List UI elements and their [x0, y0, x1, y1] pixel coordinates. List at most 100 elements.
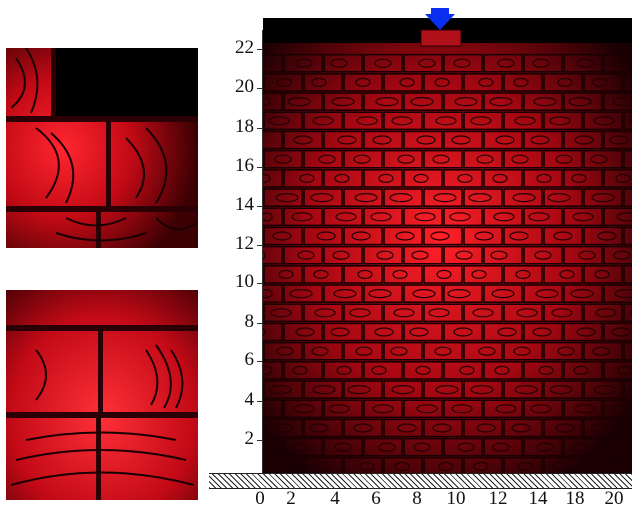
- fringe-mark: [333, 289, 357, 299]
- brick: [583, 111, 623, 131]
- brick: [623, 380, 632, 400]
- fringe-mark: [568, 96, 592, 107]
- y-tick-label: 16: [235, 155, 254, 176]
- brick: [423, 418, 463, 438]
- fringe-mark: [413, 442, 431, 452]
- brick: [263, 418, 303, 438]
- brick: [323, 53, 363, 73]
- fringe-mark: [268, 385, 292, 395]
- brick: [263, 111, 303, 131]
- brick: [263, 169, 283, 188]
- brick: [583, 226, 623, 246]
- y-tick-label: 12: [235, 233, 254, 254]
- brick: [403, 169, 443, 188]
- zoom-panel-top-image: [6, 48, 198, 248]
- fringe-mark: [552, 461, 568, 471]
- brick: [263, 130, 283, 150]
- brick: [263, 92, 283, 112]
- fringe-mark: [534, 250, 552, 260]
- brick: [383, 265, 423, 284]
- brick: [303, 149, 343, 169]
- fringe-mark: [355, 77, 371, 88]
- brick: [383, 188, 423, 208]
- brick: [403, 207, 443, 227]
- fringe-mark: [494, 365, 510, 375]
- fringe-mark: [578, 250, 596, 260]
- fringe-mark: [416, 404, 438, 414]
- fringe-mark: [278, 269, 294, 279]
- fringe-mark: [514, 385, 538, 395]
- fringe-mark: [435, 385, 459, 395]
- fringe-mark: [538, 365, 554, 375]
- fringe-mark: [312, 116, 334, 126]
- brick: [343, 149, 383, 169]
- brick: [263, 188, 303, 208]
- brick: [263, 360, 283, 380]
- brick: [503, 188, 543, 208]
- brick: [403, 53, 443, 73]
- brick: [263, 322, 283, 342]
- brick: [423, 111, 463, 131]
- brick: [623, 149, 632, 169]
- fringe-mark: [291, 212, 313, 222]
- brick: [503, 341, 543, 361]
- brick: [403, 245, 443, 265]
- brick: [443, 245, 483, 265]
- brick: [523, 207, 563, 227]
- brick: [403, 92, 443, 112]
- fringe-mark: [497, 327, 517, 337]
- fringe-mark: [597, 231, 617, 241]
- brick: [483, 207, 523, 227]
- fringe-mark: [415, 365, 431, 375]
- fringe-mark: [532, 327, 552, 337]
- fringe-mark: [314, 308, 336, 318]
- brick: [323, 399, 363, 419]
- fringe-mark: [393, 308, 415, 318]
- fringe-mark: [530, 135, 550, 145]
- fringe-mark: [576, 327, 596, 337]
- brick: [343, 226, 383, 246]
- brick: [383, 380, 423, 400]
- fringe-mark: [368, 289, 392, 299]
- fringe-mark: [263, 97, 271, 107]
- fringe-mark: [356, 116, 378, 126]
- brick: [323, 322, 363, 342]
- x-tick-label: 4: [330, 488, 340, 509]
- fringe-mark: [609, 404, 631, 414]
- brick: [303, 380, 343, 400]
- brick: [283, 399, 323, 419]
- brick: [323, 130, 363, 150]
- brick: [563, 169, 603, 188]
- brick: [623, 456, 632, 476]
- fringe-mark: [328, 404, 350, 414]
- fringe-mark: [389, 193, 413, 203]
- brick: [483, 322, 523, 342]
- fringe-mark: [357, 269, 373, 279]
- y-tick-label: 22: [235, 37, 254, 58]
- brick: [423, 341, 463, 361]
- fringe-mark: [287, 96, 311, 107]
- fringe-mark: [299, 173, 315, 183]
- y-tick-mark: [257, 361, 263, 362]
- brick: [443, 360, 483, 380]
- fringe-mark: [472, 308, 494, 318]
- fringe-mark: [559, 269, 575, 279]
- fringe-mark: [574, 404, 596, 414]
- brick: [483, 245, 523, 265]
- brick: [543, 303, 583, 323]
- brick: [503, 226, 543, 246]
- brick: [363, 169, 403, 188]
- brick: [363, 284, 403, 304]
- brick: [343, 380, 383, 400]
- fringe-mark: [509, 231, 529, 241]
- fringe-mark: [315, 461, 331, 471]
- brick: [603, 130, 632, 150]
- fringe-mark: [332, 250, 350, 260]
- x-tick-label: 2: [286, 488, 296, 509]
- brick: [343, 72, 383, 92]
- brick: [483, 360, 523, 380]
- fringe-mark: [512, 193, 536, 203]
- fringe-mark: [434, 346, 452, 356]
- brick: [523, 92, 563, 112]
- fringe-mark: [276, 77, 292, 88]
